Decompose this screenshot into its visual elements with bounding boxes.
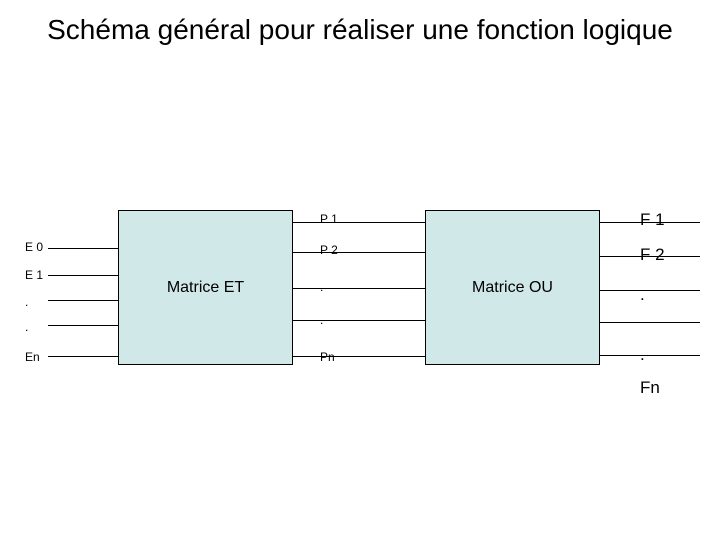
output-wire-4 bbox=[600, 355, 700, 356]
input-label-2: . bbox=[25, 295, 28, 309]
input-wire-0 bbox=[48, 248, 118, 249]
input-label-4: En bbox=[25, 350, 40, 364]
input-wire-2 bbox=[48, 300, 118, 301]
diagram-stage: Schéma général pour réaliser une fonctio… bbox=[0, 0, 720, 540]
mid-wire-2 bbox=[293, 288, 425, 289]
mid-wire-4 bbox=[293, 356, 425, 357]
output-label-1: F 2 bbox=[640, 245, 665, 265]
input-label-1: E 1 bbox=[25, 268, 43, 282]
mid-wire-0 bbox=[293, 222, 425, 223]
diagram-title: Schéma général pour réaliser une fonctio… bbox=[0, 12, 720, 47]
mid-label-4: Pn bbox=[320, 350, 335, 364]
output-label-0: F 1 bbox=[640, 210, 665, 230]
output-label-4: Fn bbox=[640, 378, 660, 398]
input-wire-1 bbox=[48, 275, 118, 276]
input-wire-4 bbox=[48, 356, 118, 357]
mid-label-2: . bbox=[320, 280, 323, 294]
mid-label-1: P 2 bbox=[320, 243, 338, 257]
box-matrice-et: Matrice ET bbox=[118, 210, 293, 365]
output-wire-3 bbox=[600, 322, 700, 323]
output-wire-1 bbox=[600, 256, 700, 257]
mid-wire-1 bbox=[293, 252, 425, 253]
input-wire-3 bbox=[48, 325, 118, 326]
mid-wire-3 bbox=[293, 320, 425, 321]
input-label-0: E 0 bbox=[25, 240, 43, 254]
mid-label-0: P 1 bbox=[320, 212, 338, 226]
output-label-2: . bbox=[640, 285, 645, 305]
output-wire-0 bbox=[600, 222, 700, 223]
box-matrice-ou: Matrice OU bbox=[425, 210, 600, 365]
input-label-3: . bbox=[25, 320, 28, 334]
output-wire-2 bbox=[600, 290, 700, 291]
